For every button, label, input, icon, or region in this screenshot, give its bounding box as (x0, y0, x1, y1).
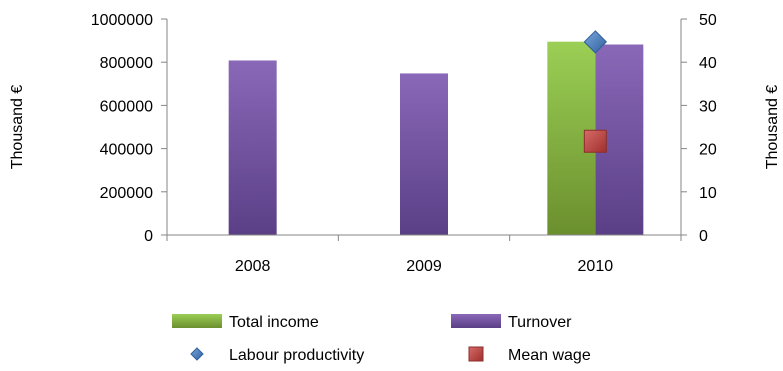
legend: Total income Turnover Labour productivit… (172, 314, 591, 364)
marker-labour-productivity-2010 (583, 30, 608, 54)
legend-square-icon (468, 346, 484, 362)
legend-item-mean-wage: Mean wage (451, 346, 591, 364)
x-tick-label-2009: 2009 (406, 258, 442, 275)
y-tick-label-right-0: 0 (699, 228, 708, 245)
x-tick-label-2010: 2010 (578, 258, 614, 275)
y-tick-label-right-10: 10 (699, 185, 717, 202)
y-tick-label-left-1000000: 1000000 (91, 12, 153, 29)
legend-item-turnover: Turnover (451, 314, 572, 331)
legend-label-turnover: Turnover (508, 314, 572, 331)
y-axis-label-left: Thousand € (9, 85, 26, 170)
y-tick-label-left-0: 0 (144, 228, 153, 245)
marker-mean-wage-2010 (583, 129, 607, 153)
legend-item-labour-productivity: Labour productivity (172, 347, 364, 364)
y-tick-label-left-200000: 200000 (100, 185, 153, 202)
y-tick-label-left-800000: 800000 (100, 55, 153, 72)
y-axis-label-right: Thousand € (764, 85, 781, 170)
legend-diamond-icon (190, 347, 204, 361)
bar-turnover-2008 (228, 60, 277, 235)
y-tick-label-left-600000: 600000 (100, 98, 153, 115)
plot-layer (228, 30, 644, 236)
bar-turnover-2009 (400, 73, 448, 235)
y-tick-label-right-50: 50 (699, 12, 717, 29)
legend-label-mean-wage: Mean wage (508, 347, 591, 364)
legend-item-total-income: Total income (172, 314, 319, 331)
legend-label-total-income: Total income (229, 314, 319, 331)
y-tick-label-right-40: 40 (699, 55, 717, 72)
axes-layer: 0 200000 400000 600000 800000 1000000 0 10 20 30 4… (91, 12, 717, 275)
y-tick-label-right-30: 30 (699, 98, 717, 115)
legend-swatch-turnover (451, 314, 501, 328)
y-tick-label-right-20: 20 (699, 142, 717, 159)
y-tick-label-left-400000: 400000 (100, 142, 153, 159)
legend-label-labour-productivity: Labour productivity (229, 347, 364, 364)
x-tick-label-2008: 2008 (235, 258, 271, 275)
legend-swatch-total-income (172, 314, 222, 328)
